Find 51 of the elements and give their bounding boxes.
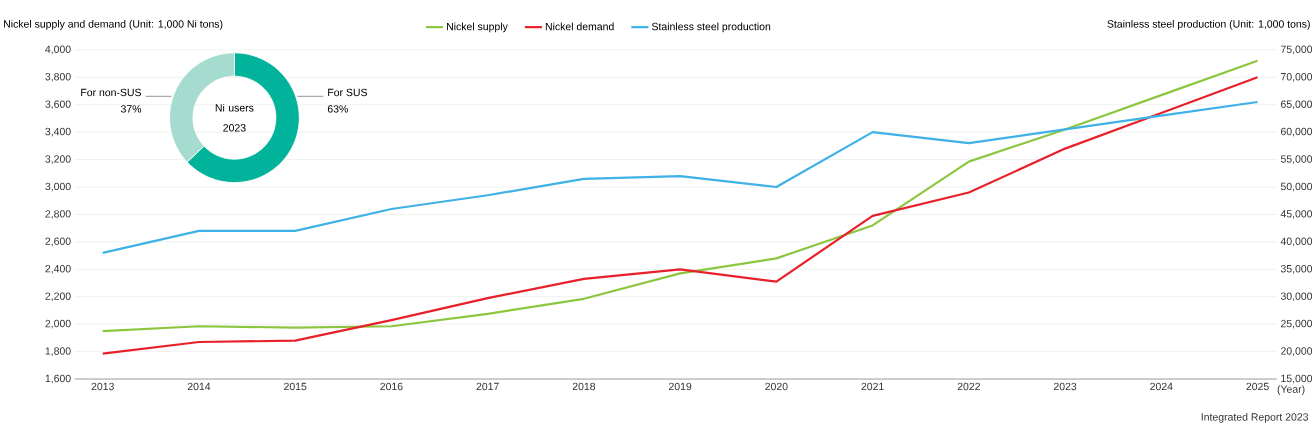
y2-tick-label: 30,000 xyxy=(1280,292,1313,302)
text: Integrated Report 2023 xyxy=(1201,413,1309,423)
x-tick-label: 2021 xyxy=(861,382,884,391)
y2-tick-label: 50,000 xyxy=(1280,182,1313,192)
y-tick-label: 2,600 xyxy=(45,237,71,247)
y2-tick-label: 55,000 xyxy=(1280,155,1313,164)
slice-label: For SUS xyxy=(328,88,367,97)
y2-tick-label: 45,000 xyxy=(1280,210,1313,219)
data-label: 63% xyxy=(327,105,348,113)
y-tick-label: 1,600 xyxy=(45,374,71,384)
y-tick-label: 3,400 xyxy=(45,127,71,137)
x-tick-label: 2022 xyxy=(957,382,980,391)
y2-tick-label: 40,000 xyxy=(1280,237,1313,247)
x-axis-title: (Year) xyxy=(1277,385,1305,396)
y2-tick-label: 60,000 xyxy=(1281,127,1313,137)
y-tick-label: 3,800 xyxy=(45,73,71,82)
legend-label: Nickel supply xyxy=(447,22,508,33)
legend-label: Stainless steel production xyxy=(651,22,771,33)
y-tick-label: 3,200 xyxy=(45,155,71,164)
y2-tick-label: 15,000 xyxy=(1281,374,1313,384)
y2-tick-label: 35,000 xyxy=(1280,265,1313,274)
y-tick-label: 2,400 xyxy=(45,265,71,274)
x-tick-label: 2016 xyxy=(380,382,403,391)
y-tick-label: 4,000 xyxy=(45,45,71,55)
x-tick-label: 2025 xyxy=(1246,382,1269,391)
y2-axis-title: Stainless steel production (Unit: 1,000 tons) xyxy=(1107,20,1310,30)
y-tick-label: 3,600 xyxy=(45,100,71,110)
y2-tick-label: 25,000 xyxy=(1281,319,1313,329)
x-tick-label: 2015 xyxy=(284,382,307,391)
x-tick-label: 2020 xyxy=(765,382,788,391)
y-tick-label: 1,800 xyxy=(45,347,71,356)
y2-tick-label: 20,000 xyxy=(1281,347,1313,356)
y-tick-label: 2,200 xyxy=(45,292,71,302)
x-tick-label: 2023 xyxy=(1053,382,1077,391)
x-tick-label: 2013 xyxy=(91,382,114,391)
text: Ni users 2023 xyxy=(215,103,254,132)
data-label: 37% xyxy=(120,105,142,113)
y-axis-title: Nickel supply and demand (Unit: 1,000 Ni tons) xyxy=(4,19,223,30)
y-tick-label: 2,000 xyxy=(45,319,71,329)
y-tick-label: 2,800 xyxy=(45,210,71,219)
y2-tick-label: 70,000 xyxy=(1281,73,1313,82)
y-tick-label: 3,000 xyxy=(45,182,71,192)
x-tick-label: 2018 xyxy=(572,382,596,391)
slice-label: For non-SUS xyxy=(81,88,142,97)
y2-tick-label: 75,000 xyxy=(1281,45,1313,55)
x-tick-label: 2014 xyxy=(187,382,211,391)
x-tick-label: 2017 xyxy=(476,382,499,391)
x-tick-label: 2024 xyxy=(1150,382,1173,391)
y2-tick-label: 65,000 xyxy=(1281,100,1313,110)
x-tick-label: 2019 xyxy=(669,382,692,391)
legend-label: Nickel demand xyxy=(545,22,614,31)
